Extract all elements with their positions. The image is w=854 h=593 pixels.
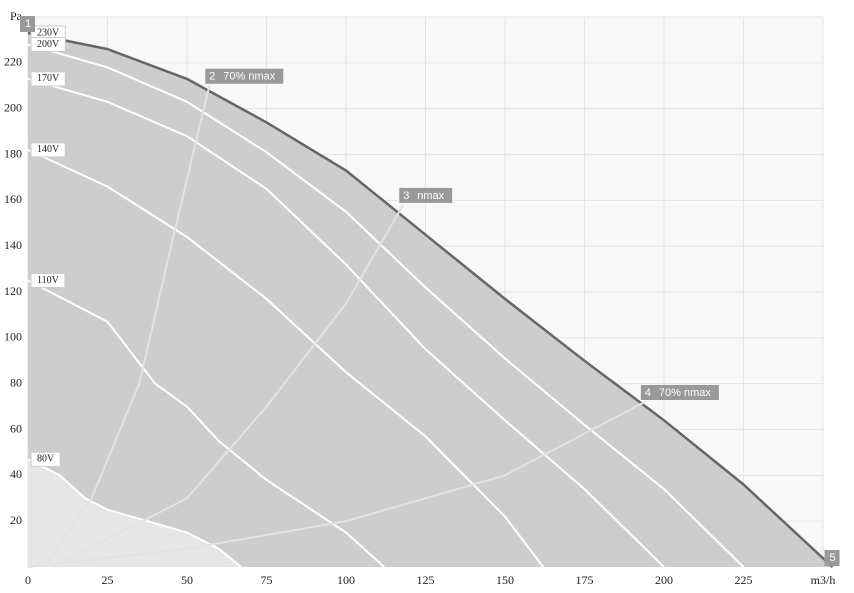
legend-entry: 110V (30, 273, 66, 289)
area (28, 459, 242, 567)
y-tick-label: 100 (4, 330, 22, 344)
marker-label: 1 (25, 18, 31, 30)
label-box (30, 71, 66, 87)
x-tick-label: 100 (337, 573, 355, 587)
curve (27, 458, 242, 568)
y-tick-label: 160 (4, 192, 22, 206)
y-tick-label: 40 (10, 467, 22, 481)
x-tick-label: 125 (417, 573, 435, 587)
curve (27, 43, 745, 568)
point-marker (824, 550, 840, 566)
legend-label: 70% nmax (223, 71, 275, 83)
legend-label: 230V (37, 27, 60, 38)
y-tick-label: 120 (4, 284, 22, 298)
legend-entry: 170V (30, 71, 66, 87)
x-tick-label: 225 (735, 573, 753, 587)
curve (27, 31, 834, 568)
curve (43, 85, 211, 568)
y-tick-label: 20 (10, 513, 22, 527)
label-box (30, 37, 66, 52)
curve-label: 2 70% nmax (205, 68, 284, 84)
y-tick-label: 200 (4, 100, 22, 114)
y-tick-label: 60 (10, 421, 22, 435)
area (28, 33, 833, 567)
y-tick-label: 220 (4, 55, 22, 69)
legend-label: 170V (37, 73, 60, 84)
point-marker (20, 16, 35, 33)
curve-label: 3 nmax (399, 187, 453, 203)
label-box (399, 187, 453, 203)
label-box (205, 68, 284, 84)
label-box (30, 142, 66, 158)
curve (27, 148, 544, 568)
marker-number: 3 (403, 190, 409, 202)
y-tick-label: 180 (4, 146, 22, 160)
legend-label: 200V (37, 39, 60, 50)
x-tick-label: 200 (655, 573, 673, 587)
curve (27, 77, 665, 568)
legend-label: 110V (37, 275, 60, 286)
label-box (640, 385, 719, 400)
legend-label: 70% nmax (659, 387, 711, 399)
legend-entry: 80V (30, 451, 61, 467)
y-tick-label: Pa (10, 9, 23, 23)
x-tick-label: 150 (496, 573, 514, 587)
x-tick-label: m3/h (811, 573, 836, 587)
y-tick-label: 140 (4, 238, 22, 252)
legend-entry: 140V (30, 142, 66, 158)
marker-number: 4 (645, 387, 651, 399)
x-tick-label: 175 (576, 573, 594, 587)
curve-label: 4 70% nmax (640, 385, 719, 400)
legend-label: 140V (37, 144, 60, 155)
x-tick-label: 50 (181, 573, 193, 587)
legend-label: 80V (37, 454, 55, 465)
label-box (30, 273, 66, 289)
legend-entry: 200V (30, 37, 66, 52)
x-tick-label: 25 (102, 573, 114, 587)
legend-label: nmax (417, 190, 444, 202)
curve (52, 204, 405, 568)
curve (27, 401, 646, 568)
x-tick-label: 75 (261, 573, 273, 587)
y-tick-label: 80 (10, 375, 22, 389)
legend-entry: 230V (30, 25, 66, 41)
label-box (30, 451, 61, 467)
marker-label: 5 (829, 552, 835, 564)
x-tick-label: 0 (25, 573, 31, 587)
marker-number: 2 (209, 71, 215, 83)
